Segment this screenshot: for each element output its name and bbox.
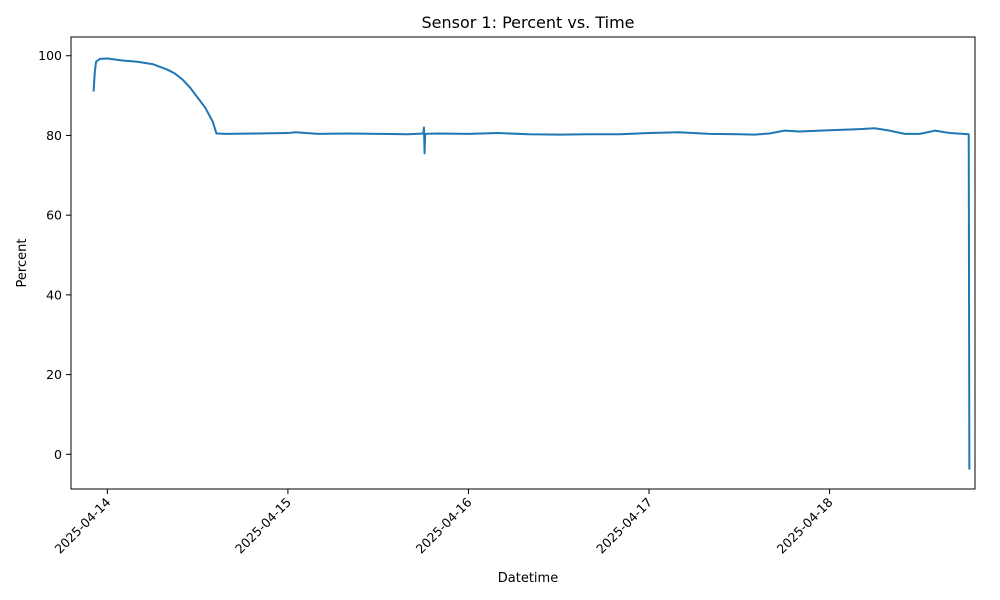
x-axis: 2025-04-14 2025-04-15 2025-04-16 2025-04-17… (51, 489, 836, 557)
x-tick-label: 2025-04-14 (51, 494, 113, 556)
chart-title: Sensor 1: Percent vs. Time (421, 13, 634, 32)
x-tick-label: 2025-04-18 (774, 494, 836, 556)
plot-area (92, 57, 971, 470)
x-tick-label: 2025-04-15 (232, 495, 294, 557)
y-axis: 0 20 40 60 80 100 (38, 48, 71, 462)
series-line-0 (92, 57, 971, 470)
plot-frame (70, 36, 976, 490)
x-axis-label: Datetime (498, 571, 558, 586)
y-tick-label: 0 (54, 447, 62, 462)
x-tick-label: 2025-04-17 (593, 495, 655, 557)
y-axis-label: Percent (15, 239, 30, 288)
x-tick-label: 2025-04-16 (413, 494, 475, 556)
y-tick-label: 60 (46, 208, 62, 223)
y-tick-label: 80 (46, 128, 62, 143)
y-tick-label: 20 (46, 367, 62, 382)
y-tick-label: 40 (46, 287, 62, 302)
y-tick-label: 100 (38, 48, 62, 63)
